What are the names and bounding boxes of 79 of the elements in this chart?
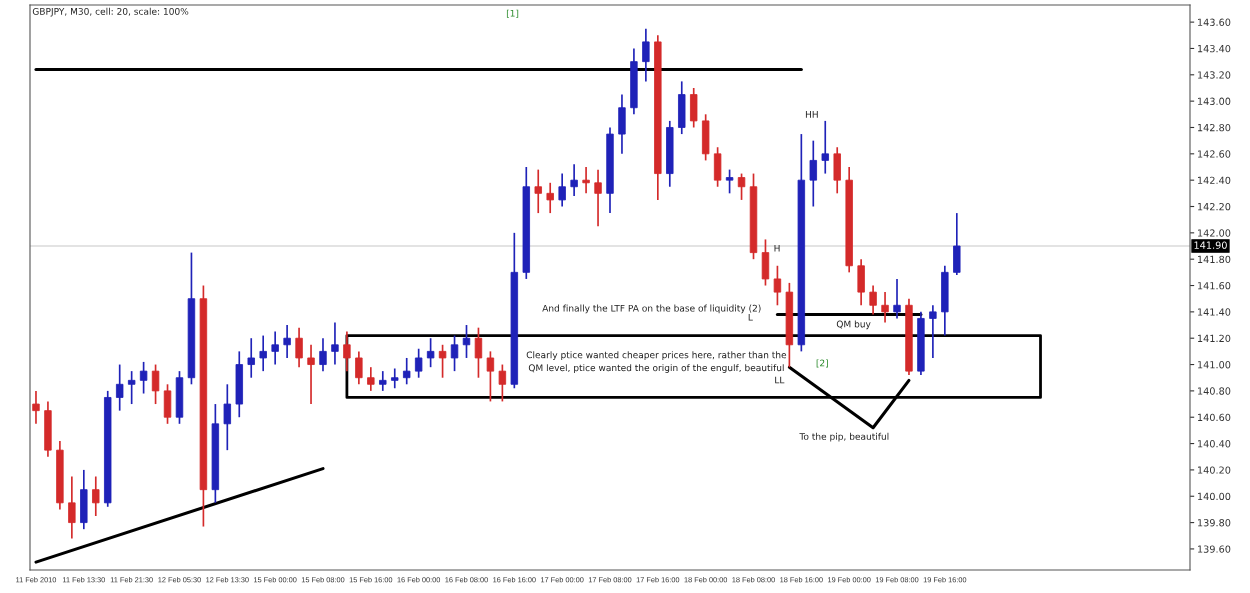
- candlestick: [283, 324, 291, 359]
- y-tick-label: 141.20: [1198, 334, 1231, 343]
- y-tick-label: 140.40: [1198, 440, 1231, 448]
- y-tick-label: 142.40: [1198, 176, 1231, 184]
- annotation: [1]: [506, 9, 519, 18]
- candlestick: [438, 343, 447, 379]
- candlestick: [295, 326, 303, 369]
- candlestick: [307, 343, 315, 405]
- candlestick: [558, 172, 566, 208]
- candlestick: [115, 363, 124, 412]
- y-tick-label: 143.00: [1198, 97, 1231, 105]
- y-tick-label: 140.60: [1198, 413, 1231, 422]
- candlestick: [881, 291, 889, 324]
- candlestick: [223, 383, 232, 451]
- y-tick-label: 140.00: [1198, 492, 1231, 501]
- y-tick-label: 141.00: [1198, 361, 1231, 369]
- candlestick: [821, 120, 829, 175]
- candlestick: [642, 27, 650, 83]
- candlestick: [809, 139, 818, 208]
- annotation: Clearly ptice wanted cheaper prices here, rather than the QM level, ptice wanted the origin of the engulf, beautiful: [526, 351, 787, 373]
- candlestick: [319, 337, 327, 372]
- candlestick: [546, 181, 554, 214]
- y-tick-label: 142.60: [1198, 150, 1231, 158]
- y-tick-label: 141.80: [1198, 255, 1231, 264]
- candlestick: [139, 361, 148, 395]
- candlestick: [247, 337, 255, 379]
- candlestick: [402, 357, 411, 386]
- candlestick: [474, 326, 483, 379]
- candlestick: [355, 350, 363, 386]
- candlestick: [498, 363, 507, 403]
- annotation: L: [748, 313, 753, 321]
- chart-title: GBPJPY, M30, cell: 20, scale: 100%: [32, 7, 189, 17]
- candlestick: [414, 347, 423, 379]
- candlestick: [582, 166, 590, 195]
- annotation: To the pip, beautiful: [799, 432, 889, 442]
- y-tick-label: 142.00: [1198, 229, 1231, 237]
- y-tick-label: 142.80: [1198, 123, 1231, 132]
- candlestick: [151, 363, 160, 405]
- y-tick-label: 141.60: [1198, 282, 1231, 290]
- y-tick-label: 140.20: [1198, 466, 1231, 474]
- candlestick: [929, 304, 937, 359]
- candlestick: [869, 284, 877, 316]
- y-tick-label: 142.20: [1198, 202, 1231, 211]
- annotation: H: [774, 244, 780, 252]
- candlestick: [773, 264, 782, 307]
- candlestick: [426, 337, 435, 369]
- y-tick-label: 140.80: [1198, 387, 1231, 395]
- candlestick: [450, 334, 459, 372]
- y-tick-label: 141.40: [1198, 308, 1231, 316]
- annotation: And finally the LTF PA on the base of liquidity (2): [542, 304, 761, 314]
- candlestick: [737, 172, 746, 201]
- candlestick: [379, 370, 387, 392]
- candlestick: [534, 168, 542, 214]
- ref-line-label: 141.90: [1194, 241, 1227, 249]
- candlestick: [259, 334, 267, 372]
- candlestick: [271, 330, 279, 366]
- candlestick: [893, 278, 901, 320]
- candlestick: [367, 366, 375, 392]
- candlestick: [343, 330, 351, 372]
- candlestick: [391, 367, 399, 390]
- candlestick: [32, 390, 40, 425]
- annotation: [2]: [816, 359, 828, 368]
- candlestick: [331, 321, 339, 366]
- candlestick: [127, 370, 136, 405]
- candlestick: [92, 475, 100, 517]
- annotation: HH: [805, 111, 818, 118]
- candlestick: [68, 475, 76, 540]
- candlestick: [486, 350, 495, 403]
- y-tick-label: 139.80: [1198, 519, 1231, 527]
- candlestick: [725, 168, 734, 195]
- y-tick-label: 139.60: [1198, 545, 1231, 553]
- candlestick: [594, 168, 602, 228]
- y-tick-label: 143.60: [1198, 18, 1231, 26]
- annotation: QM buy: [836, 320, 871, 330]
- candlestick: [570, 163, 578, 197]
- annotation: LL: [775, 376, 785, 384]
- y-tick-label: 143.40: [1198, 44, 1231, 53]
- candlestick: [462, 324, 471, 359]
- y-tick-label: 143.20: [1198, 71, 1231, 79]
